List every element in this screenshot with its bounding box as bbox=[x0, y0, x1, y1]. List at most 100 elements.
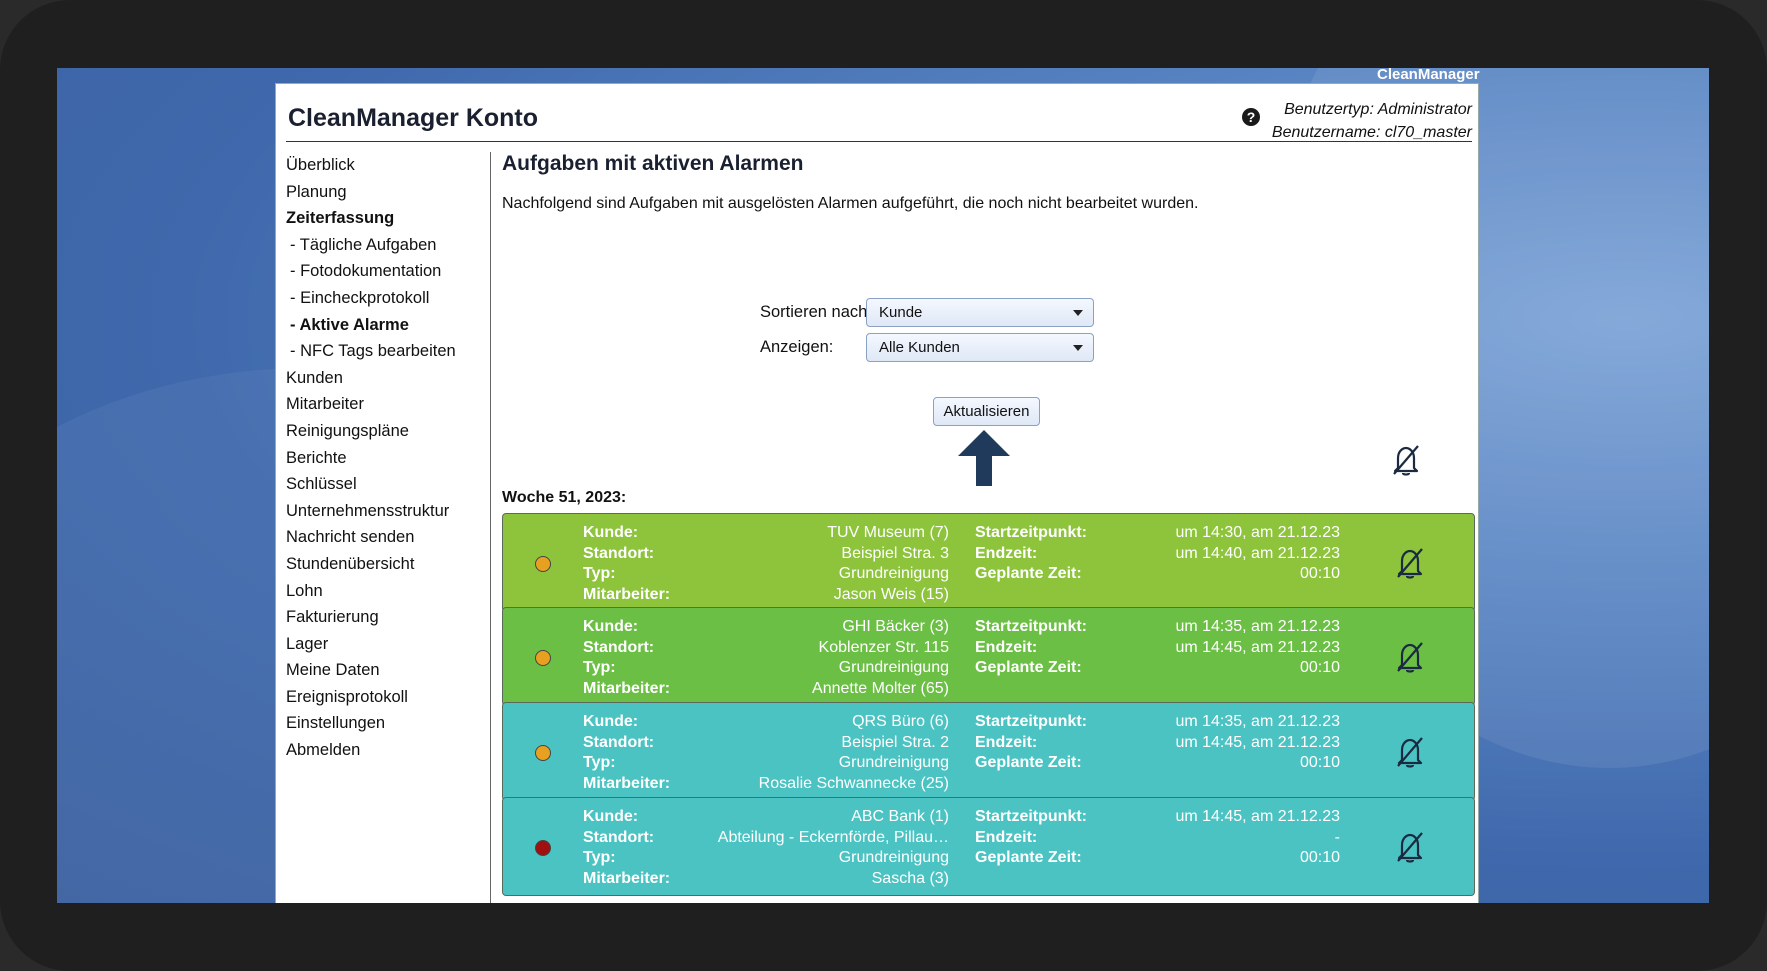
bell-off-icon[interactable] bbox=[1392, 545, 1428, 581]
user-name: Benutzername: cl70_master bbox=[1271, 124, 1472, 141]
standort-label: Standort: bbox=[583, 544, 655, 562]
mitarbeiter-value: Rosalie Schwannecke (25) bbox=[758, 775, 949, 793]
sidebar-item-nfc-tags[interactable]: - NFC Tags bearbeiten bbox=[290, 342, 456, 361]
mitarbeiter-value: Jason Weis (15) bbox=[833, 586, 949, 604]
kunde-label: Kunde: bbox=[583, 713, 639, 730]
standort-value: Beispiel Stra. 3 bbox=[841, 544, 949, 562]
user-info: Benutzertyp: Administrator Benutzername:… bbox=[1272, 98, 1472, 144]
bell-off-icon[interactable] bbox=[1388, 442, 1424, 478]
status-dot-icon bbox=[535, 556, 551, 572]
start-label: Startzeitpunkt: bbox=[975, 713, 1087, 730]
alarm-card: Kunde: Standort: Typ: Mitarbeiter: GHI Bäcke… bbox=[502, 607, 1475, 706]
mitarbeiter-value: Sascha (3) bbox=[871, 870, 949, 888]
kunde-label: Kunde: bbox=[583, 618, 639, 635]
alarm-card: Kunde: Standort: Typ: Mitarbeiter: ABC Bank … bbox=[502, 797, 1475, 896]
sidebar-item-stundenuebersicht[interactable]: Stundenübersicht bbox=[286, 554, 415, 573]
sidebar-item-mitarbeiter[interactable]: Mitarbeiter bbox=[286, 395, 364, 414]
planned-value: 00:10 bbox=[1299, 849, 1340, 867]
status-dot-icon bbox=[535, 840, 551, 856]
sidebar-item-reinigungsplaene[interactable]: Reinigungspläne bbox=[286, 421, 409, 440]
typ-value: Grundreinigung bbox=[838, 565, 949, 583]
sidebar-item-eincheckprotokoll[interactable]: - Eincheckprotokoll bbox=[290, 288, 430, 307]
main-content: Aufgaben mit aktiven Alarmen Nachfolgend… bbox=[502, 150, 1475, 903]
start-label: Startzeitpunkt: bbox=[975, 618, 1087, 635]
sidebar-item-abmelden[interactable]: Abmelden bbox=[286, 741, 361, 760]
start-value: um 14:35, am 21.12.23 bbox=[1175, 618, 1340, 635]
sidebar-item-kunden[interactable]: Kunden bbox=[286, 368, 343, 387]
kunde-value: QRS Büro (6) bbox=[852, 713, 949, 730]
user-type: Benutzertyp: Administrator bbox=[1284, 101, 1472, 118]
week-heading: Woche 51, 2023: bbox=[502, 489, 627, 506]
end-label: Endzeit: bbox=[975, 544, 1038, 562]
sidebar-item-fakturierung[interactable]: Fakturierung bbox=[286, 608, 379, 627]
app-title: CleanManager Konto bbox=[288, 104, 539, 132]
end-value: - bbox=[1334, 828, 1340, 846]
planned-value: 00:10 bbox=[1299, 754, 1340, 772]
desktop-background: CleanManager CleanManager Konto ? Benutz… bbox=[57, 68, 1709, 903]
refresh-button[interactable]: Aktualisieren bbox=[933, 397, 1040, 426]
planned-value: 00:10 bbox=[1299, 565, 1340, 583]
show-label: Anzeigen: bbox=[760, 338, 834, 356]
sidebar-item-schluessel[interactable]: Schlüssel bbox=[286, 475, 357, 494]
page-title: Aufgaben mit aktiven Alarmen bbox=[502, 152, 804, 175]
end-label: Endzeit: bbox=[975, 733, 1038, 751]
chevron-down-icon bbox=[1073, 310, 1083, 316]
start-value: um 14:45, am 21.12.23 bbox=[1175, 808, 1340, 825]
end-label: Endzeit: bbox=[975, 638, 1038, 656]
logo-icon bbox=[348, 892, 458, 903]
typ-label: Typ: bbox=[583, 849, 616, 867]
standort-value: Beispiel Stra. 2 bbox=[841, 733, 949, 751]
start-value: um 14:30, am 21.12.23 bbox=[1175, 524, 1340, 541]
bell-off-icon[interactable] bbox=[1392, 734, 1428, 770]
sidebar-item-ueberblick[interactable]: Überblick bbox=[286, 156, 355, 174]
sidebar-item-lohn[interactable]: Lohn bbox=[286, 581, 323, 600]
sort-select-value: Kunde bbox=[879, 304, 923, 321]
standort-value: Abteilung - Eckernförde, Pillau… bbox=[717, 828, 949, 846]
help-icon[interactable]: ? bbox=[1242, 108, 1260, 126]
typ-label: Typ: bbox=[583, 565, 616, 583]
typ-value: Grundreinigung bbox=[838, 754, 949, 772]
mitarbeiter-label: Mitarbeiter: bbox=[583, 680, 671, 698]
sort-select[interactable]: Kunde bbox=[866, 298, 1094, 327]
planned-label: Geplante Zeit: bbox=[975, 565, 1082, 583]
intro-text: Nachfolgend sind Aufgaben mit ausgelöste… bbox=[502, 195, 1199, 212]
typ-value: Grundreinigung bbox=[838, 659, 949, 677]
desktop-brand: CleanManager bbox=[1377, 68, 1480, 83]
bell-off-icon[interactable] bbox=[1392, 639, 1428, 675]
end-label: Endzeit: bbox=[975, 828, 1038, 846]
typ-value: Grundreinigung bbox=[838, 849, 949, 867]
alarm-card: Kunde: Standort: Typ: Mitarbeiter: QRS Büro … bbox=[502, 702, 1475, 801]
sidebar-item-einstellungen[interactable]: Einstellungen bbox=[286, 714, 386, 733]
standort-value: Koblenzer Str. 115 bbox=[818, 638, 949, 656]
kunde-label: Kunde: bbox=[583, 524, 639, 541]
sidebar-item-lager[interactable]: Lager bbox=[286, 634, 329, 653]
mitarbeiter-label: Mitarbeiter: bbox=[583, 775, 671, 793]
sidebar-item-meine-daten[interactable]: Meine Daten bbox=[286, 661, 380, 680]
typ-label: Typ: bbox=[583, 754, 616, 772]
sidebar-item-taegliche-aufgaben[interactable]: - Tägliche Aufgaben bbox=[290, 235, 437, 254]
sidebar-item-zeiterfassung[interactable]: Zeiterfassung bbox=[286, 209, 395, 228]
chevron-down-icon bbox=[1073, 345, 1083, 351]
sidebar-item-aktive-alarme[interactable]: - Aktive Alarme bbox=[290, 315, 409, 334]
kunde-value: ABC Bank (1) bbox=[851, 808, 949, 825]
kunde-value: TUV Museum (7) bbox=[827, 524, 949, 541]
planned-label: Geplante Zeit: bbox=[975, 659, 1082, 677]
sidebar-item-unternehmensstruktur[interactable]: Unternehmensstruktur bbox=[286, 501, 450, 520]
mitarbeiter-label: Mitarbeiter: bbox=[583, 870, 671, 888]
alarm-card: Kunde: Standort: Typ: Mitarbeiter: TUV Museu… bbox=[502, 513, 1475, 612]
mitarbeiter-label: Mitarbeiter: bbox=[583, 586, 671, 604]
planned-label: Geplante Zeit: bbox=[975, 754, 1082, 772]
show-select[interactable]: Alle Kunden bbox=[866, 333, 1094, 362]
sidebar-item-planung[interactable]: Planung bbox=[286, 182, 347, 201]
kunde-label: Kunde: bbox=[583, 808, 639, 825]
kunde-value: GHI Bäcker (3) bbox=[842, 618, 949, 635]
end-value: um 14:45, am 21.12.23 bbox=[1175, 638, 1340, 656]
sidebar-item-nachricht-senden[interactable]: Nachricht senden bbox=[286, 528, 415, 547]
sidebar-item-berichte[interactable]: Berichte bbox=[286, 448, 347, 467]
bell-off-icon[interactable] bbox=[1392, 829, 1428, 865]
sidebar-item-fotodokumentation[interactable]: - Fotodokumentation bbox=[290, 262, 442, 281]
sidebar-item-ereignisprotokoll[interactable]: Ereignisprotokoll bbox=[286, 687, 408, 706]
sort-label: Sortieren nach: bbox=[760, 303, 872, 321]
planned-label: Geplante Zeit: bbox=[975, 849, 1082, 867]
